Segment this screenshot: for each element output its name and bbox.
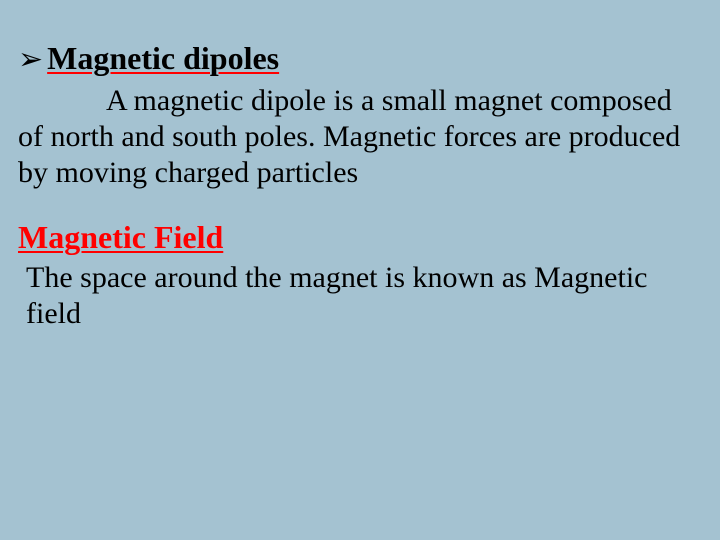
heading-magnetic-field: Magnetic Field (18, 219, 702, 256)
bullet-icon: ➢ (18, 42, 43, 77)
paragraph1-text: A magnetic dipole is a small magnet comp… (18, 84, 680, 189)
paragraph-field: The space around the magnet is known as … (18, 260, 702, 332)
heading1-text: Magnetic dipoles (47, 40, 279, 77)
paragraph-dipoles: A magnetic dipole is a small magnet comp… (18, 83, 702, 191)
heading-magnetic-dipoles: ➢ Magnetic dipoles (18, 40, 702, 77)
